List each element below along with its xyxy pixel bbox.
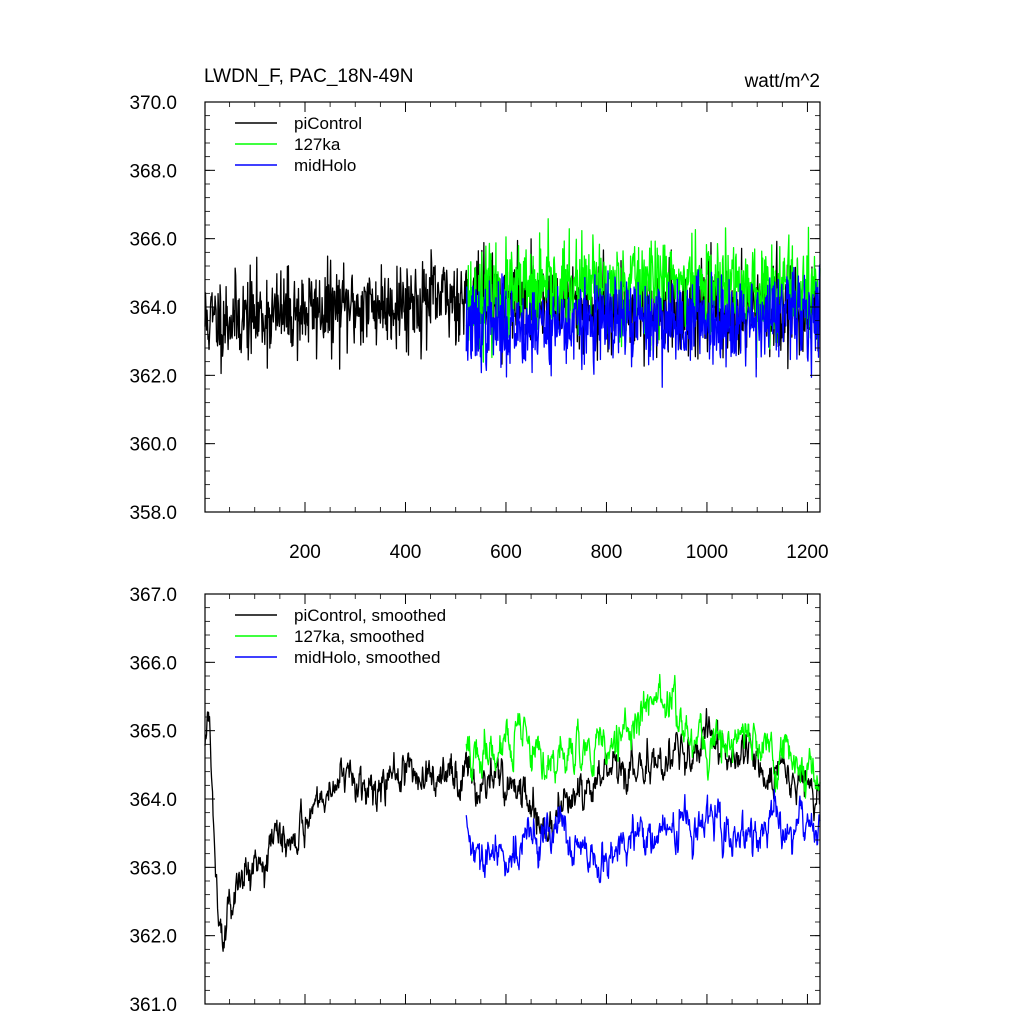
y-tick-label: 364.0 [129, 298, 177, 319]
bottom-panel: 361.0 362.0 363.0 364.0 365.0 366.0 367.0 piCo… [129, 585, 821, 1016]
bottom-legend: piControl, smoothed 127ka, smoothed midHol… [235, 606, 446, 667]
legend-label: midHolo, smoothed [294, 648, 440, 667]
y-tick-label: 366.0 [129, 230, 177, 251]
bottom-axis-layer: 361.0 362.0 363.0 364.0 365.0 366.0 367.0 [129, 585, 820, 1016]
x-tick-label: 200 [289, 542, 321, 563]
y-tick-label: 363.0 [129, 858, 177, 879]
y-tick-label: 365.0 [129, 722, 177, 743]
top-legend: piControl 127ka midHolo [235, 114, 362, 175]
series-line-midholo [465, 264, 821, 388]
series-line-midholo-smoothed [465, 789, 821, 884]
top-plot-frame [204, 101, 821, 513]
series-line-127ka [465, 218, 821, 363]
y-tick-label: 364.0 [129, 790, 177, 811]
legend-label: piControl [294, 114, 362, 133]
y-tick-label: 368.0 [129, 161, 177, 182]
series-line-picontrol-smoothed [204, 707, 821, 952]
top-series-layer [204, 218, 821, 388]
legend-label: piControl, smoothed [294, 606, 446, 625]
x-tick-label: 1200 [786, 542, 828, 563]
top-panel: LWDN_F, PAC_18N-49N watt/m^2 358.0360.03… [129, 66, 828, 563]
x-tick-label: 600 [490, 542, 522, 563]
legend-label: 127ka, smoothed [294, 627, 424, 646]
x-tick-label: 800 [591, 542, 623, 563]
top-units: watt/m^2 [744, 71, 820, 92]
legend-label: midHolo [294, 156, 356, 175]
series-line-127ka-smoothed [465, 673, 821, 799]
top-title: LWDN_F, PAC_18N-49N [204, 66, 413, 87]
y-tick-label: 367.0 [129, 585, 177, 606]
bottom-series-layer [204, 673, 821, 952]
y-tick-label: 360.0 [129, 435, 177, 456]
bottom-plot-frame [204, 593, 821, 1005]
y-tick-label: 361.0 [129, 995, 177, 1016]
y-tick-label: 362.0 [129, 927, 177, 948]
y-tick-label: 362.0 [129, 366, 177, 387]
top-axis-layer: 358.0 360.0 362.0 364.0 366.0 368.0 370.0 200 40… [129, 93, 828, 563]
legend-label: 127ka [294, 135, 341, 154]
x-tick-label: 1000 [686, 542, 728, 563]
y-tick-label: 366.0 [129, 653, 177, 674]
y-tick-label: 370.0 [129, 93, 177, 114]
x-tick-label: 400 [390, 542, 422, 563]
y-tick-label: 358.0 [129, 503, 177, 524]
